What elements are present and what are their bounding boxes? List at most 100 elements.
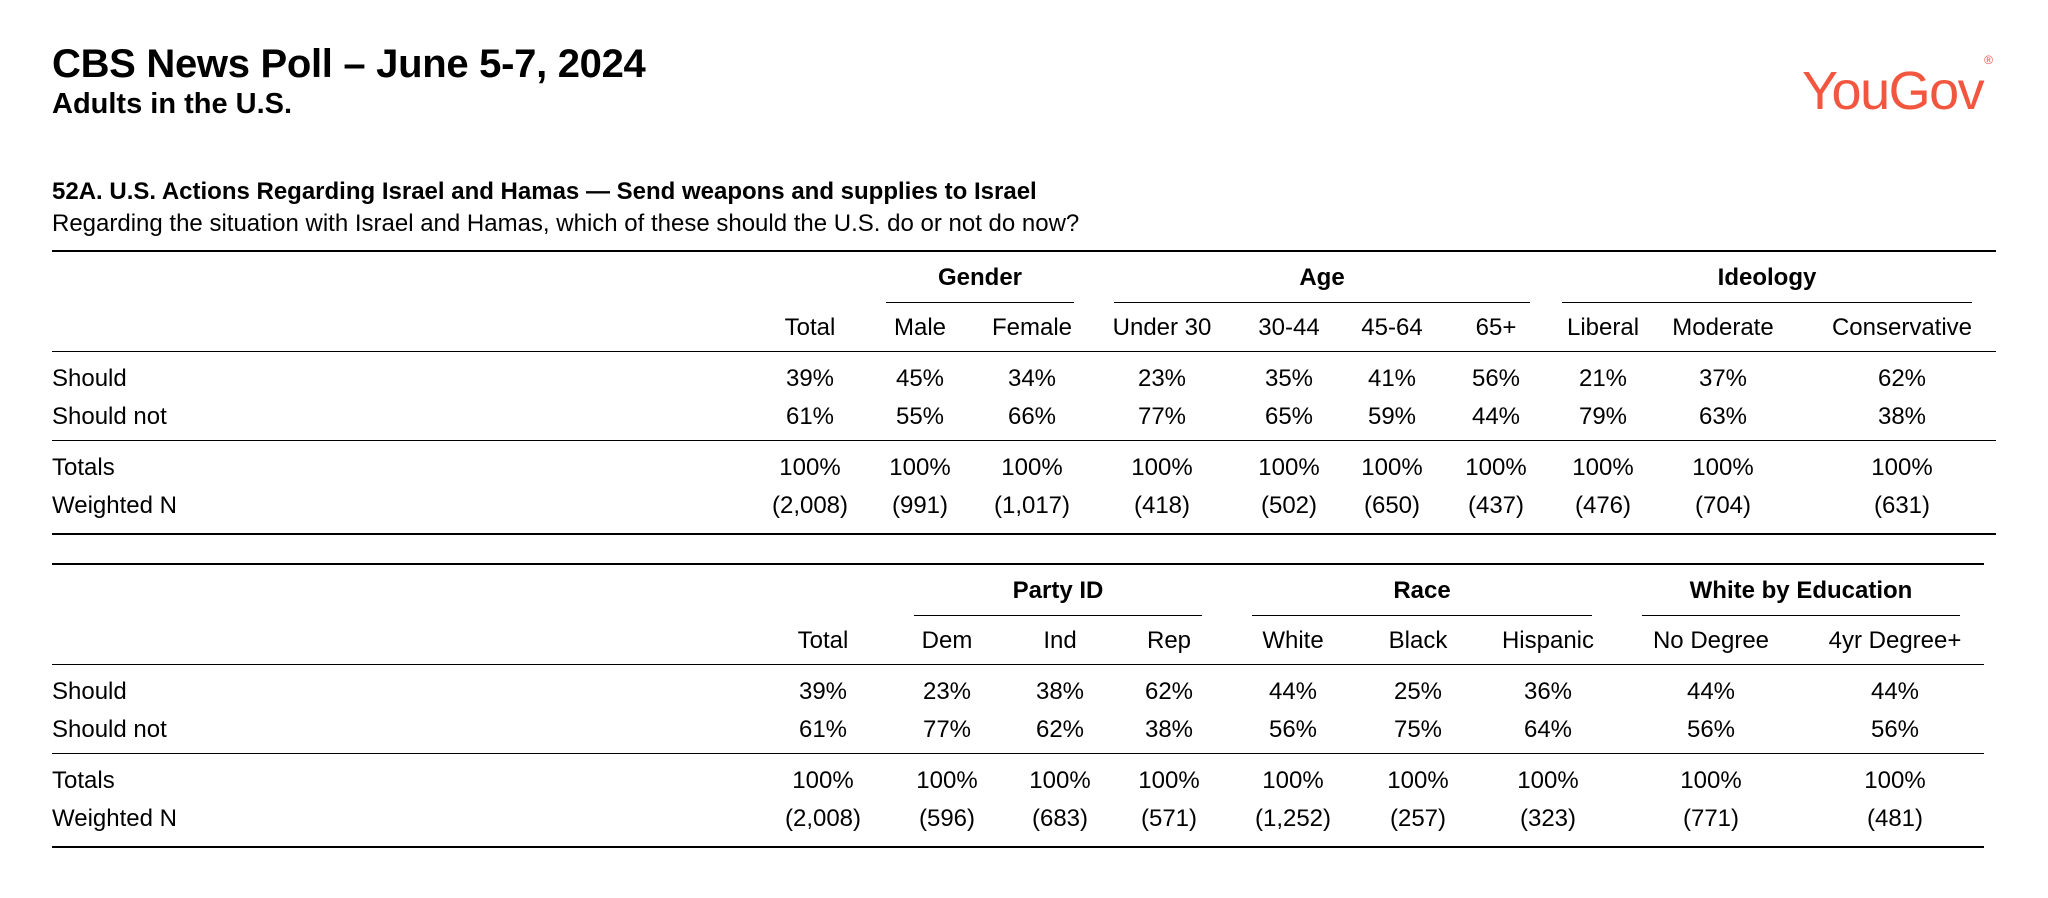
table-cell: (323) bbox=[1519, 805, 1577, 832]
group-header: Gender bbox=[937, 264, 1023, 291]
table-cell: 59% bbox=[1367, 403, 1417, 430]
table-cell: 39% bbox=[785, 365, 835, 392]
table-cell: 100% bbox=[889, 454, 951, 481]
table-cell: 56% bbox=[1471, 365, 1521, 392]
table-cell: (481) bbox=[1866, 805, 1924, 832]
poll-subtitle: Adults in the U.S. bbox=[52, 88, 293, 120]
table-cell: (1,252) bbox=[1254, 805, 1332, 832]
column-header: Dem bbox=[921, 627, 973, 654]
table-cell: 44% bbox=[1686, 678, 1736, 705]
table-cell: 100% bbox=[1692, 454, 1754, 481]
totals-rule bbox=[52, 440, 1996, 441]
table-cell: (437) bbox=[1467, 492, 1525, 519]
table-top-rule bbox=[52, 250, 1996, 252]
column-header: Conservative bbox=[1831, 314, 1973, 341]
table-cell: (476) bbox=[1574, 492, 1632, 519]
table-cell: 100% bbox=[1029, 767, 1091, 794]
table-cell: (683) bbox=[1031, 805, 1089, 832]
header-rule bbox=[52, 351, 1996, 352]
table-cell: 44% bbox=[1870, 678, 1920, 705]
table-cell: 61% bbox=[798, 716, 848, 743]
table-cell: (2,008) bbox=[771, 492, 849, 519]
table-top-rule bbox=[52, 563, 1984, 565]
table-cell: 100% bbox=[779, 454, 841, 481]
table-cell: 100% bbox=[792, 767, 854, 794]
table-cell: (418) bbox=[1133, 492, 1191, 519]
totals-rule bbox=[52, 753, 1984, 754]
table-cell: (771) bbox=[1682, 805, 1740, 832]
table-cell: 38% bbox=[1144, 716, 1194, 743]
column-header: Total bbox=[797, 627, 849, 654]
table-bottom-rule bbox=[52, 846, 1984, 848]
table-cell: 100% bbox=[1864, 767, 1926, 794]
column-header: White bbox=[1262, 627, 1324, 654]
group-header: Party ID bbox=[1012, 577, 1104, 604]
row-label: Should bbox=[52, 678, 127, 705]
group-underline bbox=[1642, 615, 1960, 616]
row-label: Totals bbox=[52, 454, 115, 481]
table-cell: 100% bbox=[1138, 767, 1200, 794]
poll-title: CBS News Poll – June 5-7, 2024 bbox=[52, 42, 646, 86]
table-cell: 21% bbox=[1578, 365, 1628, 392]
table-cell: 77% bbox=[1137, 403, 1187, 430]
column-header: Rep bbox=[1146, 627, 1192, 654]
group-header: Age bbox=[1299, 264, 1345, 291]
column-header: Hispanic bbox=[1501, 627, 1595, 654]
table-bottom-rule bbox=[52, 533, 1996, 535]
table-cell: (631) bbox=[1873, 492, 1931, 519]
group-underline bbox=[1114, 302, 1530, 303]
table-cell: 100% bbox=[1001, 454, 1063, 481]
table-cell: (596) bbox=[918, 805, 976, 832]
column-header: Total bbox=[784, 314, 836, 341]
table-cell: 23% bbox=[1137, 365, 1187, 392]
table-cell: 100% bbox=[1680, 767, 1742, 794]
table-cell: (650) bbox=[1363, 492, 1421, 519]
table-cell: 100% bbox=[1517, 767, 1579, 794]
table-cell: (1,017) bbox=[993, 492, 1071, 519]
row-label: Should bbox=[52, 365, 127, 392]
column-header: Male bbox=[893, 314, 947, 341]
table-cell: 100% bbox=[1465, 454, 1527, 481]
table-cell: (2,008) bbox=[784, 805, 862, 832]
table-cell: 64% bbox=[1523, 716, 1573, 743]
table-cell: 77% bbox=[922, 716, 972, 743]
row-label: Should not bbox=[52, 403, 167, 430]
column-header: Ind bbox=[1043, 627, 1077, 654]
group-underline bbox=[914, 615, 1202, 616]
table-cell: 36% bbox=[1523, 678, 1573, 705]
row-label: Weighted N bbox=[52, 805, 177, 832]
group-header: White by Education bbox=[1689, 577, 1913, 604]
group-header: Ideology bbox=[1717, 264, 1817, 291]
table-cell: 34% bbox=[1007, 365, 1057, 392]
table-cell: 56% bbox=[1870, 716, 1920, 743]
table-cell: 63% bbox=[1698, 403, 1748, 430]
group-underline bbox=[1252, 615, 1592, 616]
table-cell: 100% bbox=[1871, 454, 1933, 481]
table-cell: 38% bbox=[1035, 678, 1085, 705]
table-cell: 75% bbox=[1393, 716, 1443, 743]
table-cell: (571) bbox=[1140, 805, 1198, 832]
table-cell: 56% bbox=[1686, 716, 1736, 743]
column-header: Moderate bbox=[1672, 314, 1774, 341]
table-cell: 62% bbox=[1035, 716, 1085, 743]
table-cell: (502) bbox=[1260, 492, 1318, 519]
table-cell: 66% bbox=[1007, 403, 1057, 430]
table-cell: (704) bbox=[1694, 492, 1752, 519]
row-label: Should not bbox=[52, 716, 167, 743]
table-cell: 100% bbox=[1361, 454, 1423, 481]
group-underline bbox=[886, 302, 1074, 303]
table-cell: 44% bbox=[1268, 678, 1318, 705]
table-cell: 44% bbox=[1471, 403, 1521, 430]
table-cell: 100% bbox=[1262, 767, 1324, 794]
table-cell: 79% bbox=[1578, 403, 1628, 430]
group-underline bbox=[1562, 302, 1972, 303]
table-cell: 25% bbox=[1393, 678, 1443, 705]
table-cell: 38% bbox=[1877, 403, 1927, 430]
table-cell: 100% bbox=[1258, 454, 1320, 481]
table-cell: 100% bbox=[1131, 454, 1193, 481]
column-header: Black bbox=[1388, 627, 1448, 654]
yougov-logo: YouGov® bbox=[1802, 53, 1994, 121]
column-header: No Degree bbox=[1652, 627, 1770, 654]
table-cell: (991) bbox=[891, 492, 949, 519]
row-label: Weighted N bbox=[52, 492, 177, 519]
